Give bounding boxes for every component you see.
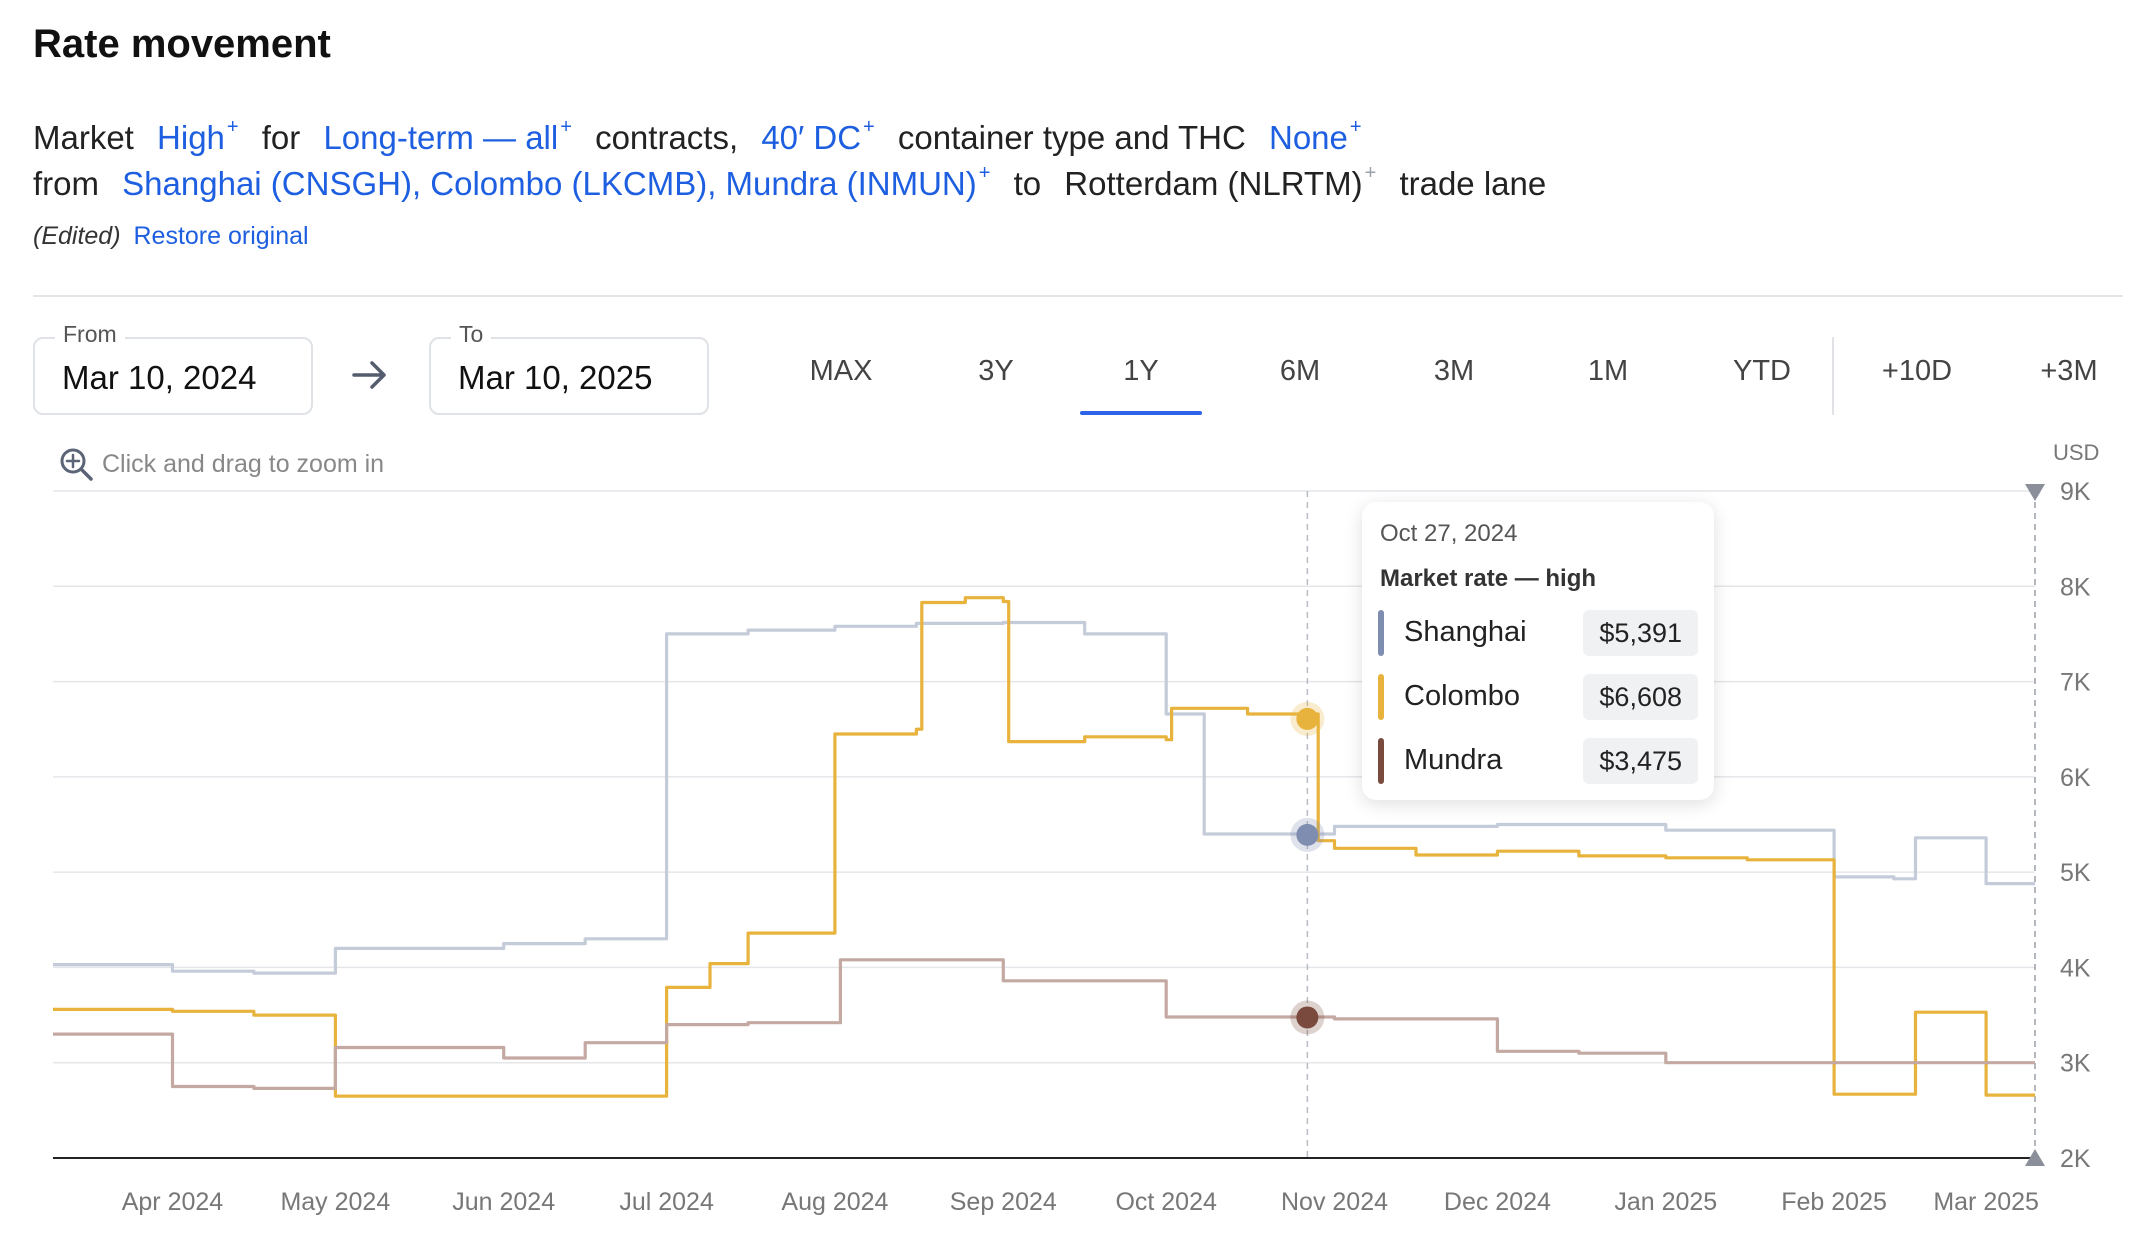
series-line-mundra: [53, 958, 2035, 1090]
range-separator: [1832, 337, 1834, 415]
hover-marker-mundra: [1296, 1006, 1319, 1029]
from-word: from: [33, 165, 99, 202]
zoom-in-icon: [60, 448, 93, 481]
range-6m-button[interactable]: 6M: [1279, 355, 1321, 387]
y-axis-unit: USD: [2053, 440, 2100, 465]
edited-label: (Edited): [33, 222, 121, 250]
x-tick-label: Jan 2025: [1614, 1188, 1717, 1216]
section-divider: [33, 295, 2123, 297]
tooltip-row-value: $5,391: [1583, 610, 1698, 656]
range-1y-button[interactable]: 1Y: [1123, 355, 1159, 387]
x-tick-label: Sep 2024: [950, 1188, 1057, 1216]
x-tick-label: Feb 2025: [1781, 1188, 1887, 1216]
tooltip-row-name: Colombo: [1404, 680, 1521, 712]
tradelane-word: trade lane: [1399, 165, 1547, 202]
destination-filter-link[interactable]: Rotterdam (NLRTM) +: [1064, 162, 1377, 202]
tooltip-row-name: Mundra: [1404, 744, 1503, 776]
x-tick-label: Jul 2024: [619, 1188, 714, 1216]
container-word: container type and THC: [897, 119, 1246, 156]
y-tick-label: 8K: [2060, 573, 2091, 601]
restore-original-link[interactable]: Restore original: [133, 222, 309, 250]
contracts-word: contracts,: [595, 119, 739, 156]
filter-sentence-line-2: from Shanghai (CNSGH), Colombo (LKCMB), …: [33, 162, 1546, 203]
range-max-button[interactable]: MAX: [809, 355, 873, 387]
colombo-color-swatch: [1378, 674, 1384, 720]
shanghai-color-swatch: [1378, 610, 1384, 656]
tooltip-row-name: Shanghai: [1404, 616, 1527, 648]
y-tick-label: 2K: [2060, 1145, 2091, 1173]
hover-marker-shanghai: [1296, 823, 1319, 846]
to-date-label: To: [451, 321, 492, 348]
tooltip-row-value: $6,608: [1583, 674, 1698, 720]
range-3m-button[interactable]: 3M: [1433, 355, 1475, 387]
range-3y-button[interactable]: 3Y: [978, 355, 1014, 387]
y-tick-label: 3K: [2060, 1050, 2091, 1078]
y-tick-label: 9K: [2060, 478, 2091, 506]
x-tick-label: Aug 2024: [781, 1188, 888, 1216]
origin-filter-link[interactable]: Shanghai (CNSGH), Colombo (LKCMB), Mundr…: [122, 162, 991, 202]
contract-filter-link[interactable]: Long-term — all +: [323, 116, 572, 156]
page-title: Rate movement: [33, 22, 331, 66]
tooltip-date: Oct 27, 2024: [1380, 520, 1518, 547]
range-ytd-button[interactable]: YTD: [1733, 355, 1791, 387]
from-date-value: Mar 10, 2024: [62, 359, 257, 396]
range-plus3m-button[interactable]: +3M: [2040, 355, 2098, 387]
arrow-right-icon: [352, 361, 386, 389]
y-tick-label: 4K: [2060, 954, 2091, 982]
series-line-colombo: [53, 596, 2035, 1098]
filter-sentence-line-1: Market High + for Long-term — all + contra…: [33, 116, 1362, 157]
range-end-bottom-marker: [2025, 1149, 2045, 1166]
tooltip-row-mundra: Mundra $3,475: [1378, 736, 1698, 786]
y-tick-label: 6K: [2060, 764, 2091, 792]
market-word: Market: [33, 119, 134, 156]
zoom-hint: Click and drag to zoom in: [58, 446, 384, 482]
to-date-field[interactable]: To Mar 10, 2025: [429, 321, 709, 415]
mundra-color-swatch: [1378, 738, 1384, 784]
for-word: for: [261, 119, 301, 156]
y-tick-label: 5K: [2060, 859, 2091, 887]
range-plus10d-button[interactable]: +10D: [1881, 355, 1953, 387]
zoom-hint-text: Click and drag to zoom in: [102, 449, 385, 478]
container-filter-link[interactable]: 40′ DC +: [761, 116, 875, 156]
x-tick-label: Apr 2024: [122, 1188, 224, 1216]
active-range-indicator: [1080, 411, 1202, 415]
tooltip-row-shanghai: Shanghai $5,391: [1378, 608, 1698, 658]
thc-filter-link[interactable]: None +: [1269, 116, 1362, 156]
range-1m-button[interactable]: 1M: [1587, 355, 1629, 387]
tooltip-row-colombo: Colombo $6,608: [1378, 672, 1698, 722]
chart-tooltip: Oct 27, 2024 Market rate — high Shanghai…: [1362, 502, 1714, 800]
y-tick-label: 7K: [2060, 669, 2091, 697]
to-date-value: Mar 10, 2025: [458, 359, 653, 396]
hover-marker-colombo: [1296, 707, 1319, 730]
x-tick-label: Nov 2024: [1281, 1188, 1388, 1216]
range-end-top-marker: [2025, 484, 2045, 501]
x-tick-label: Dec 2024: [1444, 1188, 1551, 1216]
x-tick-label: Oct 2024: [1115, 1188, 1217, 1216]
from-date-field[interactable]: From Mar 10, 2024: [33, 321, 313, 415]
market-filter-link[interactable]: High +: [157, 116, 239, 156]
series-line-shanghai: [53, 620, 2035, 975]
tooltip-subtitle: Market rate — high: [1380, 565, 1597, 592]
x-tick-label: May 2024: [280, 1188, 390, 1216]
to-word: to: [1013, 165, 1042, 202]
x-tick-label: Jun 2024: [452, 1188, 555, 1216]
edited-row: (Edited) Restore original: [33, 222, 309, 251]
from-date-label: From: [55, 321, 125, 348]
tooltip-row-value: $3,475: [1583, 738, 1698, 784]
x-tick-label: Mar 2025: [1933, 1188, 2039, 1216]
